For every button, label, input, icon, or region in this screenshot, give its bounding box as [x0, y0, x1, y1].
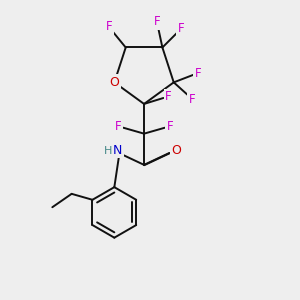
Text: F: F [178, 22, 184, 35]
Text: F: F [167, 120, 173, 133]
Text: F: F [195, 67, 201, 80]
Text: F: F [189, 93, 196, 106]
Text: O: O [171, 143, 181, 157]
Text: F: F [106, 20, 113, 33]
Text: F: F [154, 15, 160, 28]
Text: N: N [113, 143, 123, 157]
Text: H: H [104, 146, 112, 157]
Text: F: F [165, 90, 172, 103]
Text: O: O [110, 76, 119, 89]
Text: F: F [115, 120, 121, 133]
